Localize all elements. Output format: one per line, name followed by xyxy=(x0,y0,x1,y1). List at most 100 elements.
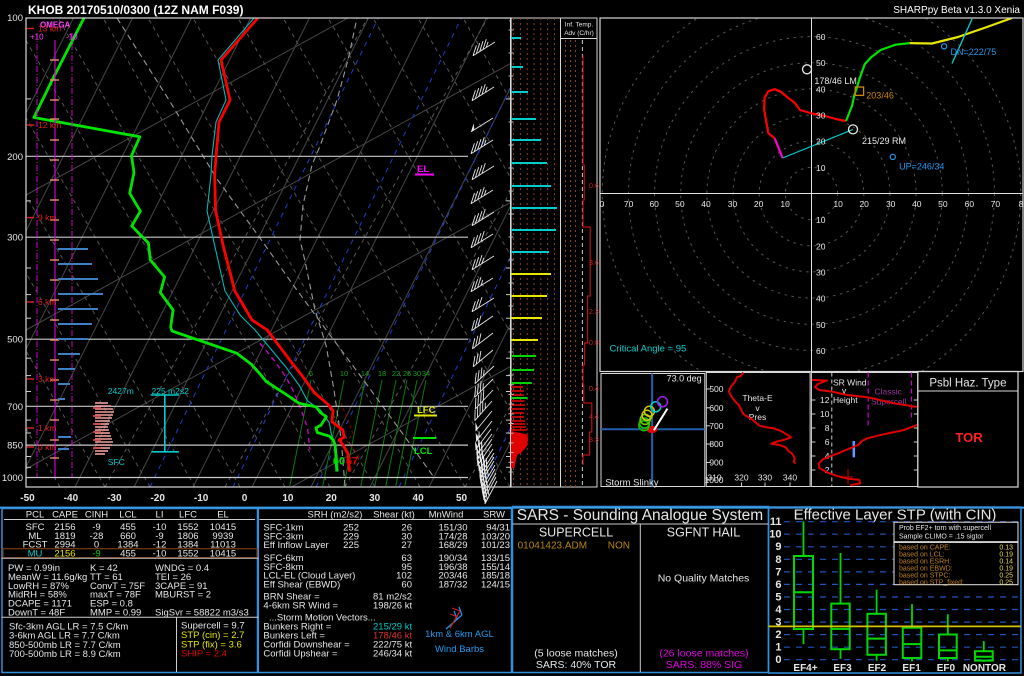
svg-text:SFC-3km: SFC-3km xyxy=(263,531,303,542)
svg-text:20: 20 xyxy=(754,199,764,209)
svg-text:34: 34 xyxy=(422,369,430,378)
svg-text:Adv (C/hr): Adv (C/hr) xyxy=(564,30,594,37)
svg-text:Psbl Haz. Type: Psbl Haz. Type xyxy=(929,378,1006,390)
svg-text:BRN Shear =: BRN Shear = xyxy=(263,592,320,603)
svg-text:-9: -9 xyxy=(155,531,163,542)
svg-text:Classic: Classic xyxy=(875,387,903,397)
svg-text:CAPE: CAPE xyxy=(52,510,78,521)
svg-text:FCST: FCST xyxy=(23,540,48,551)
svg-text:based on CAPE:: based on CAPE: xyxy=(899,545,951,552)
svg-text:SFC-1km: SFC-1km xyxy=(263,523,303,534)
svg-text:20: 20 xyxy=(859,199,869,209)
svg-text:EF1: EF1 xyxy=(902,663,921,674)
svg-text:4: 4 xyxy=(825,451,830,461)
svg-text:340: 340 xyxy=(783,473,797,483)
svg-text:10: 10 xyxy=(780,199,790,209)
svg-text:700-500mb LR = 8.9 C/km: 700-500mb LR = 8.9 C/km xyxy=(9,649,121,660)
svg-text:PCL: PCL xyxy=(26,510,44,521)
svg-text:LCL: LCL xyxy=(119,510,136,521)
svg-text:10: 10 xyxy=(816,163,826,173)
svg-text:330: 330 xyxy=(758,473,772,483)
svg-text:185/18: 185/18 xyxy=(481,571,510,582)
svg-text:SUPERCELL: SUPERCELL xyxy=(539,526,613,540)
svg-text:700: 700 xyxy=(709,421,723,431)
svg-text:27: 27 xyxy=(401,540,412,551)
svg-text:101/23: 101/23 xyxy=(481,540,510,551)
svg-text:SR Wind: SR Wind xyxy=(833,378,867,388)
svg-text:Eff Shear (EBWD): Eff Shear (EBWD) xyxy=(263,579,340,590)
svg-text:0 km: 0 km xyxy=(38,442,56,452)
svg-text:EL: EL xyxy=(217,510,229,521)
svg-text:1384: 1384 xyxy=(117,540,138,551)
svg-text:1000: 1000 xyxy=(2,473,23,484)
svg-text:MeanW = 11.6g/kg: MeanW = 11.6g/kg xyxy=(8,572,87,583)
svg-text:660: 660 xyxy=(120,531,136,542)
svg-text:2156: 2156 xyxy=(54,522,75,533)
svg-text:900: 900 xyxy=(709,458,723,468)
svg-text:102: 102 xyxy=(396,571,412,582)
svg-text:8: 8 xyxy=(825,423,830,433)
svg-text:OMEGA: OMEGA xyxy=(40,21,70,30)
svg-text:Storm Slinky: Storm Slinky xyxy=(605,478,659,489)
svg-text:0.25: 0.25 xyxy=(999,573,1013,580)
svg-text:Theta-E: Theta-E xyxy=(742,393,773,403)
svg-text:Sfc-3km AGL LR = 7.5 C/km: Sfc-3km AGL LR = 7.5 C/km xyxy=(9,622,128,633)
svg-text:60: 60 xyxy=(333,456,345,468)
svg-text:3 km: 3 km xyxy=(38,374,56,384)
svg-text:ML: ML xyxy=(28,531,41,542)
svg-text:500: 500 xyxy=(7,335,23,346)
svg-text:1: 1 xyxy=(775,642,781,654)
svg-text:124/15: 124/15 xyxy=(481,579,510,590)
svg-text:2427m: 2427m xyxy=(108,386,134,396)
svg-text:-20: -20 xyxy=(150,493,165,504)
svg-text:SARS: 40% TOR: SARS: 40% TOR xyxy=(536,659,617,671)
svg-text:30: 30 xyxy=(816,111,826,121)
svg-text:UP=246/34: UP=246/34 xyxy=(899,162,944,172)
svg-text:Pres: Pres xyxy=(749,412,766,422)
svg-text:11013: 11013 xyxy=(210,540,236,551)
svg-text:178/46 kt: 178/46 kt xyxy=(373,631,412,642)
svg-text:0: 0 xyxy=(94,540,99,551)
svg-text:SFC: SFC xyxy=(26,522,45,533)
svg-text:v: v xyxy=(842,386,847,396)
svg-text:10: 10 xyxy=(282,493,294,504)
svg-text:600: 600 xyxy=(709,403,723,413)
svg-text:40: 40 xyxy=(413,493,425,504)
svg-text:LowRH = 87%: LowRH = 87% xyxy=(8,581,70,592)
svg-text:SARS: 88% SIG: SARS: 88% SIG xyxy=(666,659,742,671)
svg-text:73.0 deg: 73.0 deg xyxy=(667,374,702,384)
svg-text:K = 42: K = 42 xyxy=(90,563,118,574)
svg-text:SFC: SFC xyxy=(108,457,125,467)
svg-text:2.3: 2.3 xyxy=(589,309,599,316)
svg-text:3CAPE = 91: 3CAPE = 91 xyxy=(155,581,208,592)
svg-text:50: 50 xyxy=(456,493,468,504)
svg-text:+10: +10 xyxy=(30,33,44,42)
svg-text:151/30: 151/30 xyxy=(438,523,467,534)
svg-text:MidRH = 58%: MidRH = 58% xyxy=(8,590,67,601)
svg-text:30: 30 xyxy=(886,199,896,209)
svg-text:LFC: LFC xyxy=(179,510,197,521)
svg-text:10: 10 xyxy=(769,529,781,541)
svg-text:3: 3 xyxy=(775,617,781,629)
svg-text:Corfidi Upshear =: Corfidi Upshear = xyxy=(263,649,338,660)
svg-text:6 km: 6 km xyxy=(38,297,56,307)
svg-text:8: 8 xyxy=(1019,199,1024,209)
svg-text:22: 22 xyxy=(392,369,400,378)
svg-text:20: 20 xyxy=(326,493,338,504)
svg-text:LCL-EL (Cloud Layer): LCL-EL (Cloud Layer) xyxy=(263,571,355,582)
svg-text:NON: NON xyxy=(608,541,630,552)
svg-text:1384: 1384 xyxy=(177,540,198,551)
svg-text:-28: -28 xyxy=(90,531,104,542)
svg-text:Supercell = 9.7: Supercell = 9.7 xyxy=(181,621,245,632)
svg-text:10415: 10415 xyxy=(210,522,236,533)
svg-text:455: 455 xyxy=(120,522,136,533)
svg-text:based on LCL:: based on LCL: xyxy=(899,552,945,559)
svg-text:0.14: 0.14 xyxy=(999,559,1013,566)
svg-text:20: 20 xyxy=(816,137,826,147)
svg-text:SFC-8km: SFC-8km xyxy=(263,562,303,573)
svg-text:13 km: 13 km xyxy=(38,24,61,34)
svg-text:60: 60 xyxy=(816,346,826,356)
svg-text:SigSvr = 58822 m3/s3: SigSvr = 58822 m3/s3 xyxy=(155,608,249,619)
svg-text:1552: 1552 xyxy=(177,522,198,533)
svg-text:EF2: EF2 xyxy=(868,663,887,674)
